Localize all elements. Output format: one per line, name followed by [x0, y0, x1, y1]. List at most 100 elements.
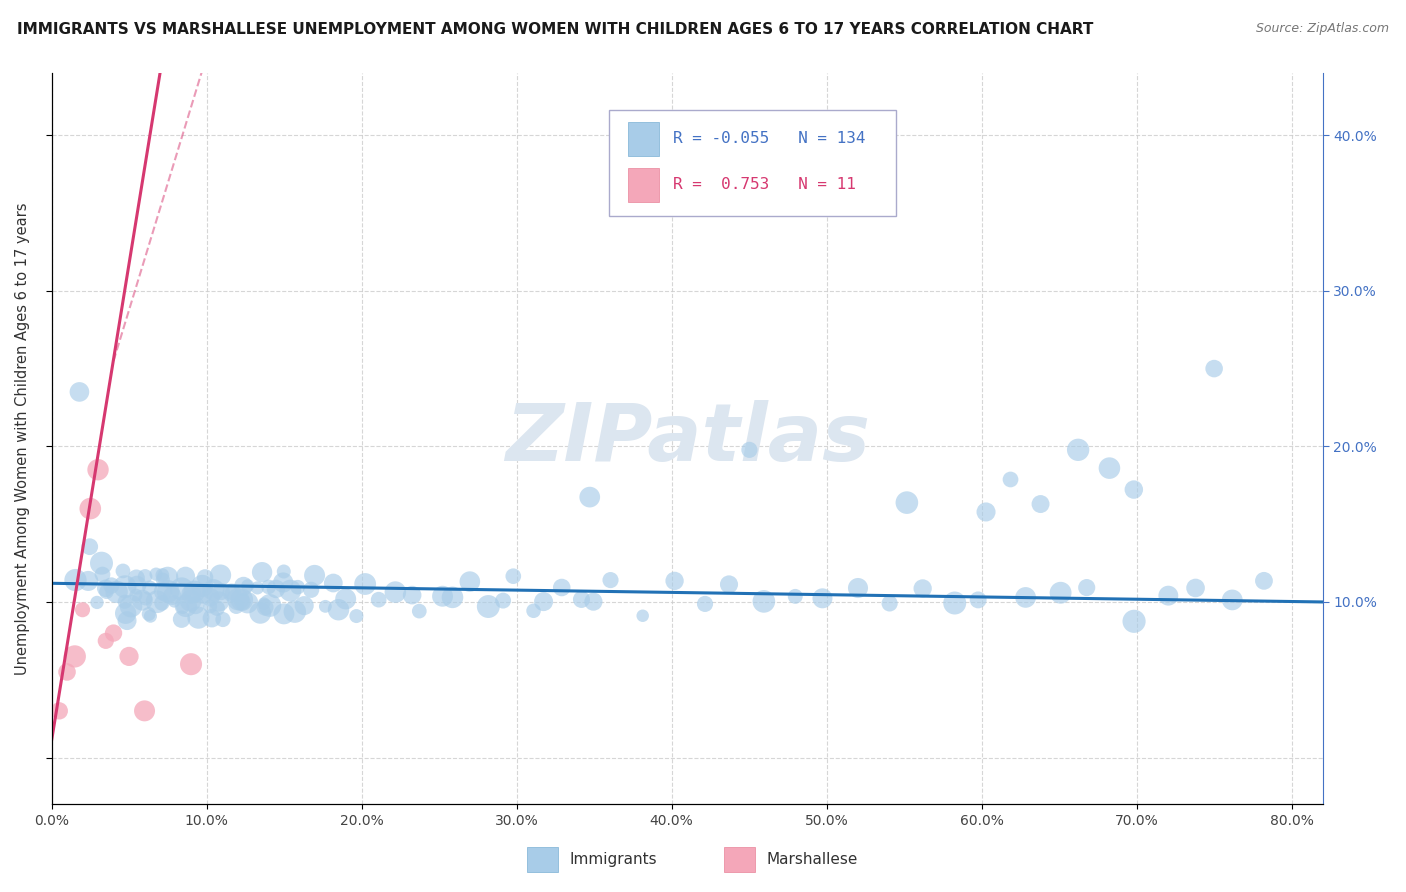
Point: [146, 595, 169, 609]
Point: [194, 570, 217, 584]
Point: [131, 593, 153, 607]
Point: [187, 610, 209, 624]
Point: [56, 665, 79, 679]
Point: [502, 569, 524, 583]
Point: [208, 594, 231, 608]
Point: [205, 601, 228, 615]
Point: [77, 574, 100, 588]
Point: [91, 567, 114, 582]
Point: [139, 609, 162, 624]
Point: [111, 564, 134, 578]
Point: [94, 633, 117, 648]
Point: [134, 569, 156, 583]
Point: [599, 573, 621, 587]
Point: [191, 586, 214, 600]
Point: [304, 568, 326, 582]
Point: [65, 573, 87, 587]
Point: [125, 588, 148, 602]
Point: [314, 599, 336, 614]
Point: [209, 584, 232, 599]
Point: [138, 607, 160, 621]
Point: [533, 594, 555, 608]
Point: [738, 183, 761, 197]
Point: [259, 599, 281, 613]
Point: [125, 578, 148, 592]
Point: [752, 594, 775, 608]
Text: Marshallese: Marshallese: [766, 853, 858, 867]
Point: [1067, 442, 1090, 457]
Point: [157, 584, 180, 599]
Point: [273, 565, 295, 579]
Point: [225, 599, 247, 614]
Point: [911, 582, 934, 596]
Point: [48, 704, 70, 718]
Point: [551, 581, 574, 595]
Point: [145, 567, 167, 582]
Point: [571, 592, 593, 607]
Point: [172, 600, 194, 615]
Point: [1157, 589, 1180, 603]
Point: [328, 603, 350, 617]
Point: [254, 600, 277, 615]
Text: R =  0.753   N = 11: R = 0.753 N = 11: [673, 178, 856, 193]
Point: [1220, 593, 1243, 607]
Point: [811, 591, 834, 606]
Point: [631, 608, 654, 623]
Point: [152, 573, 174, 587]
Point: [120, 599, 142, 613]
Point: [335, 591, 357, 606]
Text: R = -0.055   N = 134: R = -0.055 N = 134: [673, 131, 866, 146]
Point: [441, 591, 464, 605]
Point: [432, 589, 454, 603]
Point: [183, 584, 205, 599]
Point: [184, 599, 207, 613]
Point: [264, 582, 287, 596]
Point: [160, 589, 183, 603]
Point: [785, 590, 807, 604]
Point: [138, 581, 160, 595]
Point: [212, 613, 235, 627]
Point: [94, 582, 117, 596]
Point: [236, 579, 259, 593]
Point: [582, 594, 605, 608]
Point: [209, 568, 232, 582]
Point: [354, 577, 377, 591]
Point: [271, 575, 294, 590]
Point: [292, 599, 315, 613]
Point: [1049, 586, 1071, 600]
Point: [273, 607, 295, 621]
Point: [896, 495, 918, 509]
Point: [578, 490, 600, 504]
Point: [287, 580, 309, 594]
Point: [344, 609, 367, 624]
Point: [170, 582, 193, 596]
Point: [232, 579, 254, 593]
Point: [201, 611, 224, 625]
Point: [693, 597, 716, 611]
Point: [152, 584, 174, 599]
Point: [1122, 483, 1144, 497]
Point: [1014, 591, 1036, 605]
Point: [249, 606, 271, 620]
Point: [90, 556, 112, 570]
Point: [492, 593, 515, 607]
Point: [1123, 615, 1146, 629]
Point: [1204, 361, 1226, 376]
Point: [202, 582, 225, 597]
Point: [1000, 473, 1022, 487]
Point: [79, 501, 101, 516]
Point: [115, 614, 138, 628]
Point: [250, 565, 273, 579]
Point: [1076, 581, 1098, 595]
Point: [174, 599, 197, 613]
Point: [879, 596, 901, 610]
Point: [322, 576, 344, 591]
Point: [253, 597, 276, 611]
Point: [114, 595, 136, 609]
Point: [1253, 574, 1275, 588]
Point: [477, 599, 499, 614]
Point: [150, 596, 173, 610]
Point: [86, 595, 108, 609]
Point: [221, 586, 243, 600]
Point: [163, 594, 186, 608]
